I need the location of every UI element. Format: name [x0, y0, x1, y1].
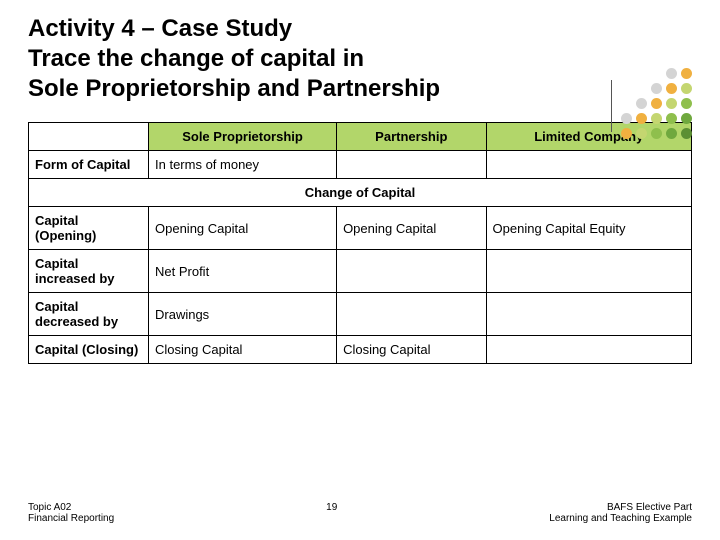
dot-icon [621, 113, 632, 124]
dot-icon [681, 128, 692, 139]
cell: Net Profit [149, 250, 337, 293]
dot-icon [636, 98, 647, 109]
page-number: 19 [326, 502, 337, 513]
dot-icon [666, 128, 677, 139]
cell: Opening Capital [149, 207, 337, 250]
dot-icon [621, 128, 632, 139]
table-row: Form of Capital In terms of money [29, 151, 692, 179]
footer: Topic A02 Financial Reporting 19 BAFS El… [28, 502, 692, 524]
row-label: Capital (Opening) [29, 207, 149, 250]
table-row: Capital increased by Net Profit [29, 250, 692, 293]
dot-icon [681, 98, 692, 109]
table-row: Capital (Closing) Closing Capital Closin… [29, 336, 692, 364]
dot-icon [666, 83, 677, 94]
dot-icon [666, 113, 677, 124]
dot-icon [651, 98, 662, 109]
row-label: Form of Capital [29, 151, 149, 179]
cell [486, 293, 691, 336]
cell: In terms of money [149, 151, 337, 179]
dot-icon [681, 68, 692, 79]
footer-left: Topic A02 Financial Reporting [28, 502, 114, 524]
cell [337, 250, 486, 293]
span-label: Change of Capital [29, 179, 692, 207]
footer-right: BAFS Elective Part Learning and Teaching… [549, 502, 692, 524]
cell [486, 250, 691, 293]
footer-subject: Financial Reporting [28, 513, 114, 524]
cell [337, 293, 486, 336]
footer-topic: Topic A02 [28, 502, 71, 513]
dot-icon [636, 128, 647, 139]
dot-icon [681, 83, 692, 94]
title-line1: Activity 4 – Case Study [28, 15, 292, 42]
cell: Drawings [149, 293, 337, 336]
cell [486, 336, 691, 364]
title-line2: Trace the change of capital in [28, 45, 364, 72]
dot-icon [636, 113, 647, 124]
table-row-span: Change of Capital [29, 179, 692, 207]
cell: Closing Capital [149, 336, 337, 364]
cell: Opening Capital Equity [486, 207, 691, 250]
cell [486, 151, 691, 179]
table-header-row: Sole Proprietorship Partnership Limited … [29, 123, 692, 151]
decorative-dots [621, 68, 692, 139]
header-partnership: Partnership [337, 123, 486, 151]
header-sole: Sole Proprietorship [149, 123, 337, 151]
dot-icon [651, 83, 662, 94]
dot-icon [651, 113, 662, 124]
cell: Closing Capital [337, 336, 486, 364]
dot-icon [651, 128, 662, 139]
table-row: Capital (Opening) Opening Capital Openin… [29, 207, 692, 250]
table-row: Capital decreased by Drawings [29, 293, 692, 336]
footer-right2: Learning and Teaching Example [549, 513, 692, 524]
capital-table: Sole Proprietorship Partnership Limited … [28, 122, 692, 364]
row-label: Capital increased by [29, 250, 149, 293]
cell [337, 151, 486, 179]
row-label: Capital decreased by [29, 293, 149, 336]
decorative-separator [611, 80, 612, 132]
row-label: Capital (Closing) [29, 336, 149, 364]
title-line3: Sole Proprietorship and Partnership [28, 75, 440, 102]
cell: Opening Capital [337, 207, 486, 250]
dot-icon [666, 68, 677, 79]
footer-right1: BAFS Elective Part [607, 502, 692, 513]
slide-title: Activity 4 – Case Study Trace the change… [28, 14, 692, 104]
dot-icon [666, 98, 677, 109]
dot-icon [681, 113, 692, 124]
header-blank [29, 123, 149, 151]
